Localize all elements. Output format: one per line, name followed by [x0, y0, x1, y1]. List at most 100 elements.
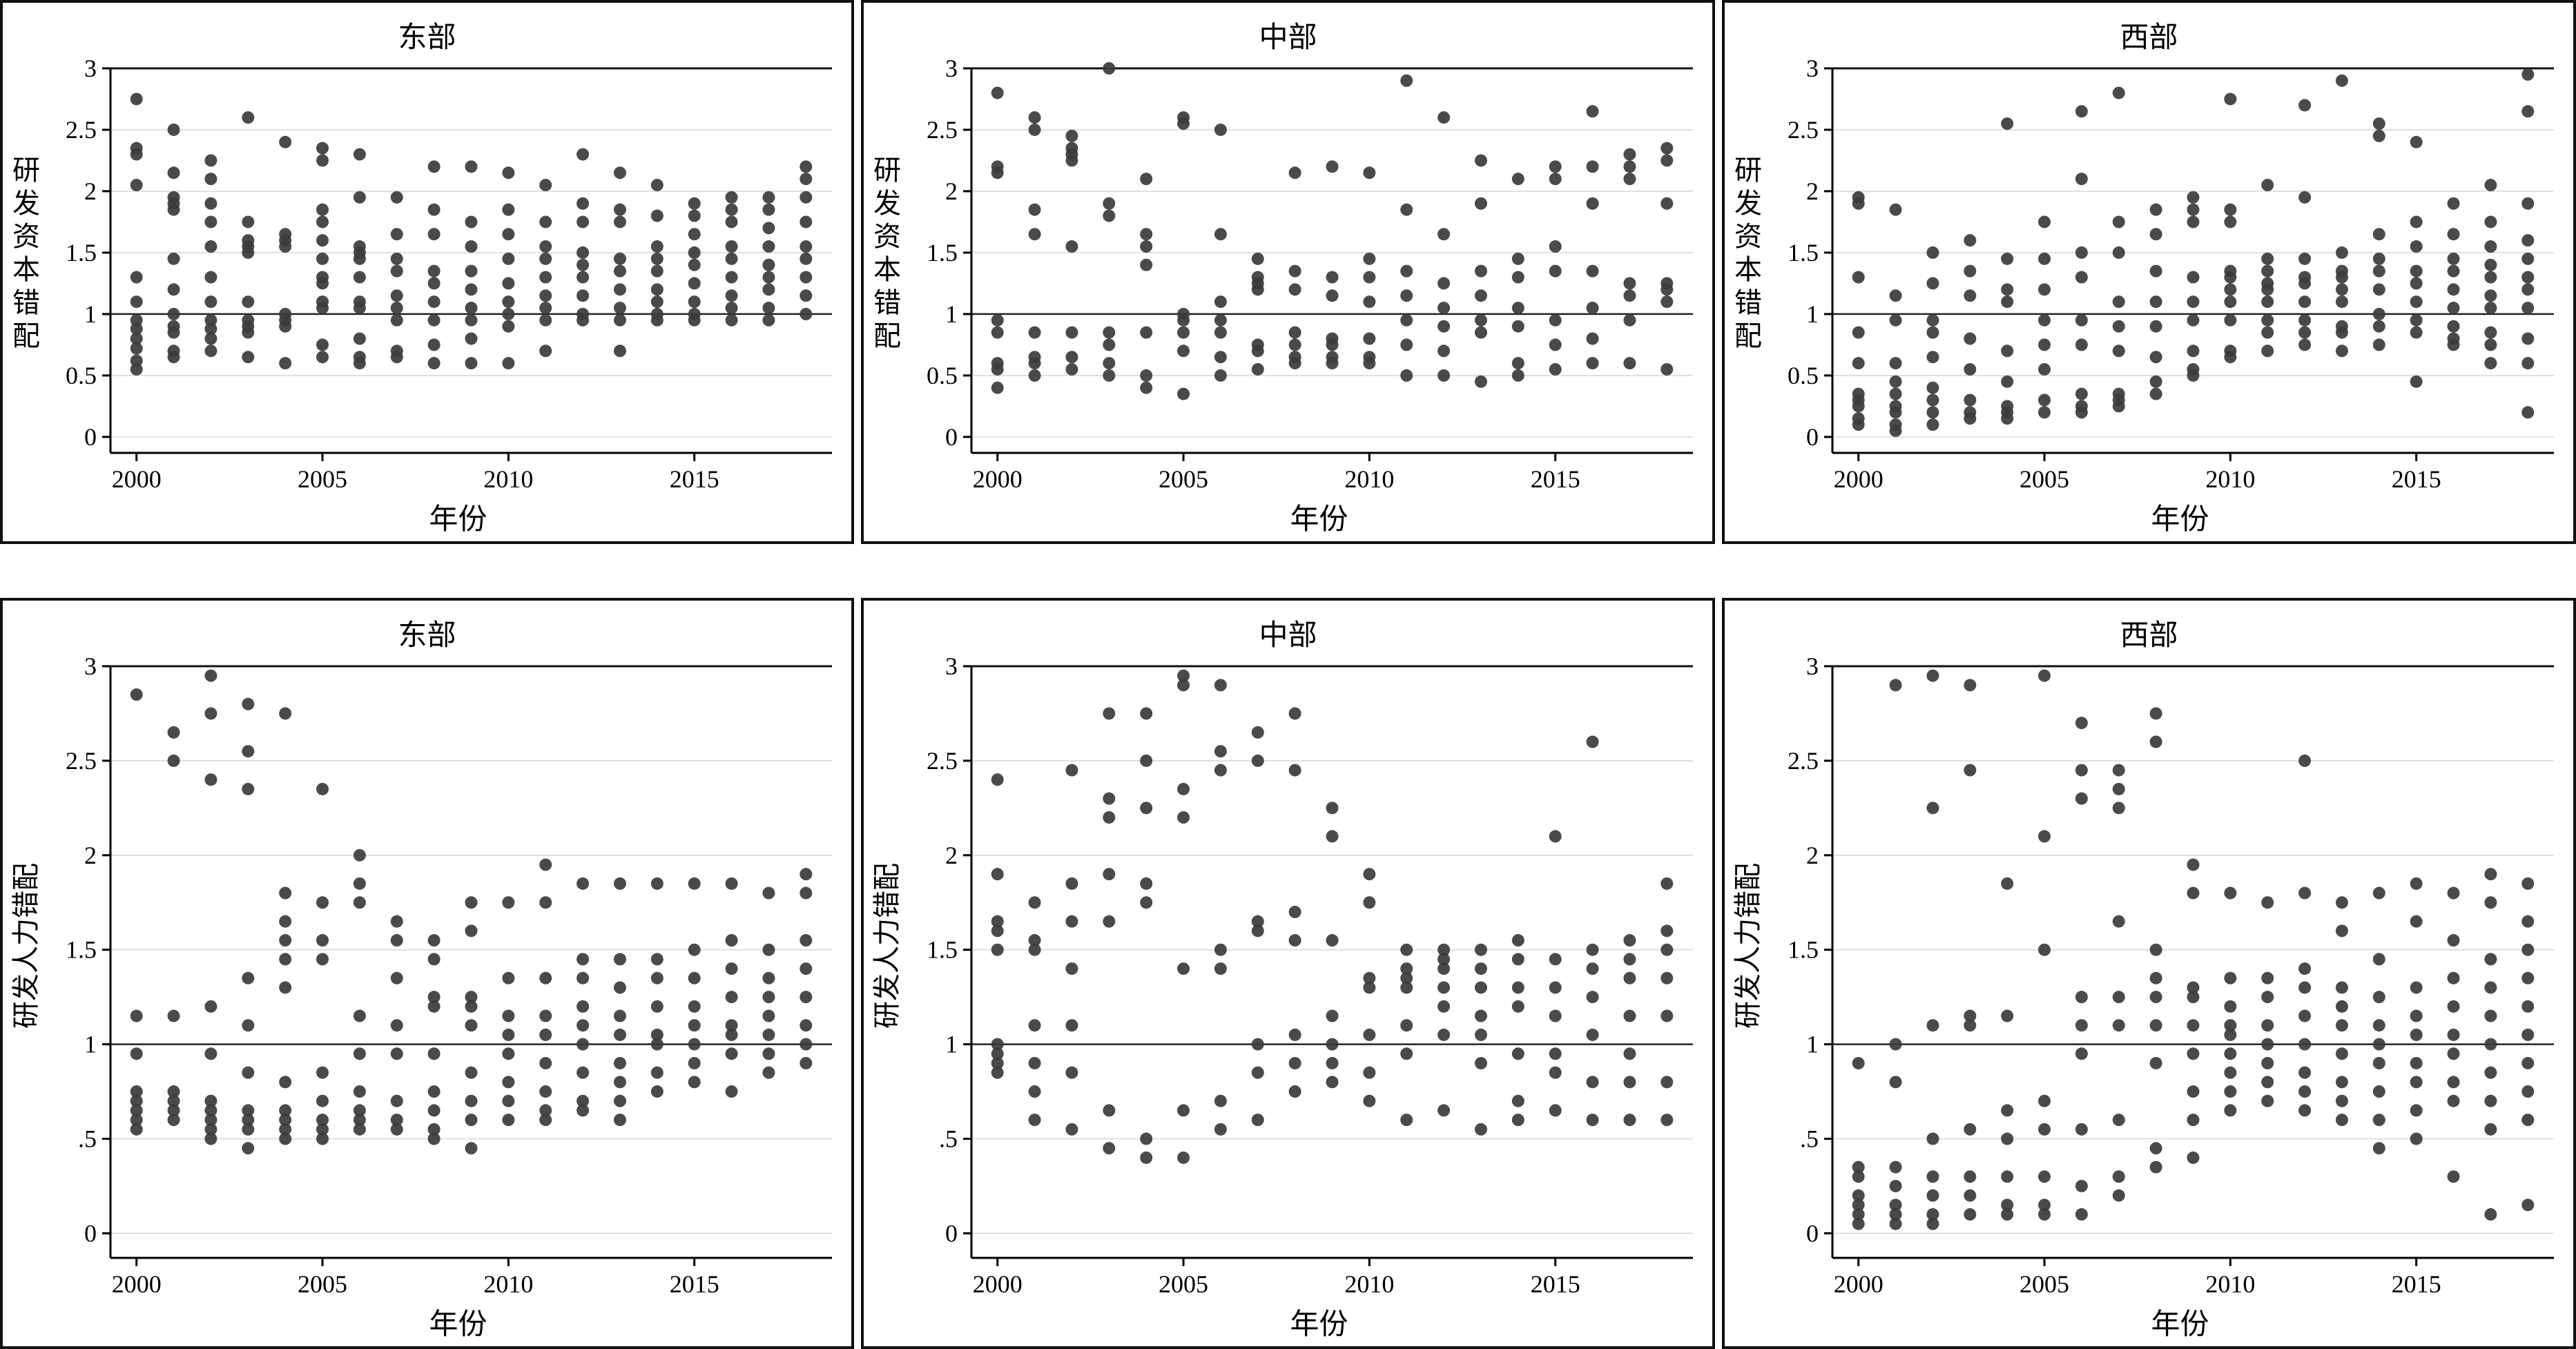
- panel-central-capital: 中部 研发资本错配 0 0.5 1 1.5 2 2.5 3 2000 2005 2010 2015 …: [861, 0, 1715, 544]
- svg-text:3: 3: [945, 57, 958, 82]
- scatter-plot-svg: 0 0.5 1 1.5 2 2.5 3 2000 2005 2010 2015: [66, 57, 832, 493]
- plot-area: 0 .5 1 1.5 2 2.5 3 2000 2005 2010 2015: [1766, 655, 2573, 1301]
- svg-text:3: 3: [1806, 57, 1819, 82]
- scatter-plot-svg: 0 0.5 1 1.5 2 2.5 3 2000 2005 2010 2015: [927, 57, 1693, 493]
- svg-text:2010: 2010: [2205, 465, 2255, 493]
- svg-text:1.5: 1.5: [1788, 936, 1819, 964]
- svg-text:2005: 2005: [298, 465, 347, 493]
- plot-area: 0 .5 1 1.5 2 2.5 3 2000 2005 2010 2015: [44, 655, 851, 1301]
- panel-title: 中部: [1259, 620, 1317, 652]
- svg-text:2.5: 2.5: [1788, 747, 1819, 775]
- svg-text:2000: 2000: [112, 1270, 162, 1298]
- x-axis-label: 年份: [2151, 504, 2209, 536]
- panel-central-human: 中部 研发人力错配 0 .5 1 1.5 2 2.5 3 2000 2005 2010 2015 年…: [861, 598, 1715, 1349]
- svg-text:1.5: 1.5: [1788, 239, 1819, 266]
- x-axis-label: 年份: [429, 504, 487, 536]
- y-axis-label-column: 研发资本错配: [3, 57, 44, 496]
- svg-text:2005: 2005: [1159, 465, 1208, 493]
- svg-text:1: 1: [1806, 1031, 1819, 1058]
- svg-text:2: 2: [84, 842, 97, 869]
- svg-text:2: 2: [1806, 842, 1819, 869]
- svg-text:2010: 2010: [1344, 465, 1394, 493]
- svg-text:.5: .5: [1800, 1125, 1819, 1153]
- panel-body: 研发人力错配 0 .5 1 1.5 2 2.5 3 2000 2005 2010 2015: [3, 655, 851, 1301]
- panel-title: 西部: [2120, 22, 2178, 54]
- svg-text:0.5: 0.5: [1788, 362, 1819, 389]
- y-axis-label: 研发资本错配: [869, 155, 900, 354]
- svg-text:2015: 2015: [2392, 1270, 2441, 1298]
- x-axis-label: 年份: [2151, 1309, 2209, 1341]
- y-axis-label: 研发人力错配: [871, 862, 902, 1029]
- svg-text:2000: 2000: [112, 465, 162, 493]
- svg-text:2.5: 2.5: [66, 747, 97, 775]
- svg-text:1: 1: [945, 1031, 958, 1058]
- panel-title: 中部: [1259, 22, 1317, 54]
- svg-text:1.5: 1.5: [927, 936, 958, 964]
- svg-text:2015: 2015: [1531, 465, 1580, 493]
- x-axis-label: 年份: [429, 1309, 487, 1341]
- svg-text:2: 2: [1806, 177, 1819, 205]
- x-axis-label: 年份: [1290, 1309, 1348, 1341]
- plot-area: 0 .5 1 1.5 2 2.5 3 2000 2005 2010 2015: [905, 655, 1712, 1301]
- y-axis-label-column: 研发人力错配: [3, 655, 44, 1301]
- panel-west-capital: 西部 研发资本错配 0 0.5 1 1.5 2 2.5 3 2000 2005 2010 2015 …: [1722, 0, 2576, 544]
- svg-text:0: 0: [84, 423, 97, 451]
- svg-text:2005: 2005: [1159, 1270, 1208, 1298]
- svg-text:2000: 2000: [973, 1270, 1023, 1298]
- y-axis-label: 研发人力错配: [10, 862, 41, 1029]
- svg-text:2.5: 2.5: [927, 747, 958, 775]
- plot-area: 0 0.5 1 1.5 2 2.5 3 2000 2005 2010 2015: [905, 57, 1712, 496]
- svg-text:2005: 2005: [298, 1270, 347, 1298]
- svg-text:2.5: 2.5: [66, 116, 97, 144]
- svg-text:.5: .5: [78, 1125, 97, 1153]
- y-axis-label: 研发资本错配: [1730, 155, 1761, 354]
- svg-text:2010: 2010: [483, 1270, 533, 1298]
- svg-text:2015: 2015: [2392, 465, 2441, 493]
- svg-text:0: 0: [1806, 1219, 1819, 1247]
- scatter-plot-svg: 0 .5 1 1.5 2 2.5 3 2000 2005 2010 2015: [66, 655, 832, 1298]
- svg-text:2.5: 2.5: [1788, 116, 1819, 144]
- svg-text:2000: 2000: [973, 465, 1023, 493]
- panel-body: 研发人力错配 0 .5 1 1.5 2 2.5 3 2000 2005 2010 2015: [864, 655, 1712, 1301]
- svg-text:2015: 2015: [670, 1270, 719, 1298]
- svg-text:2000: 2000: [1834, 1270, 1883, 1298]
- svg-text:2: 2: [945, 842, 958, 869]
- svg-text:2: 2: [945, 177, 958, 205]
- svg-text:2015: 2015: [1531, 1270, 1580, 1298]
- svg-text:2010: 2010: [1344, 1270, 1394, 1298]
- scatter-plot-svg: 0 0.5 1 1.5 2 2.5 3 2000 2005 2010 2015: [1788, 57, 2554, 493]
- panel-title: 东部: [398, 620, 456, 652]
- svg-text:2000: 2000: [1834, 465, 1883, 493]
- svg-text:3: 3: [84, 57, 97, 82]
- svg-text:2005: 2005: [2020, 1270, 2069, 1298]
- y-axis-label: 研发资本错配: [8, 155, 39, 354]
- y-axis-label: 研发人力错配: [1732, 862, 1763, 1029]
- svg-text:0: 0: [945, 423, 958, 451]
- svg-text:2010: 2010: [483, 465, 533, 493]
- svg-text:3: 3: [1806, 655, 1819, 680]
- scatter-plot-svg: 0 .5 1 1.5 2 2.5 3 2000 2005 2010 2015: [927, 655, 1693, 1298]
- y-axis-label-column: 研发资本错配: [864, 57, 905, 496]
- svg-text:1: 1: [1806, 300, 1819, 328]
- svg-text:1.5: 1.5: [927, 239, 958, 266]
- x-axis-label: 年份: [1290, 504, 1348, 536]
- svg-text:0: 0: [1806, 423, 1819, 451]
- svg-text:3: 3: [945, 655, 958, 680]
- panel-body: 研发资本错配 0 0.5 1 1.5 2 2.5 3 2000 2005 2010 2015: [864, 57, 1712, 496]
- svg-text:1: 1: [945, 300, 958, 328]
- svg-text:2.5: 2.5: [927, 116, 958, 144]
- y-axis-label-column: 研发人力错配: [864, 655, 905, 1301]
- panel-east-capital: 东部 研发资本错配 0 0.5 1 1.5 2 2.5 3 2000 2005 2010 2015 …: [0, 0, 854, 544]
- plot-area: 0 0.5 1 1.5 2 2.5 3 2000 2005 2010 2015: [1766, 57, 2573, 496]
- panel-title: 东部: [398, 22, 456, 54]
- svg-text:0: 0: [945, 1219, 958, 1247]
- svg-text:.5: .5: [939, 1125, 958, 1153]
- svg-text:2: 2: [84, 177, 97, 205]
- plot-area: 0 0.5 1 1.5 2 2.5 3 2000 2005 2010 2015: [44, 57, 851, 496]
- panel-body: 研发资本错配 0 0.5 1 1.5 2 2.5 3 2000 2005 2010 2015: [3, 57, 851, 496]
- svg-text:2005: 2005: [2020, 465, 2069, 493]
- panel-east-human: 东部 研发人力错配 0 .5 1 1.5 2 2.5 3 2000 2005 2010 2015 年…: [0, 598, 854, 1349]
- y-axis-label-column: 研发资本错配: [1725, 57, 1766, 496]
- svg-text:1: 1: [84, 300, 97, 328]
- svg-text:2010: 2010: [2205, 1270, 2255, 1298]
